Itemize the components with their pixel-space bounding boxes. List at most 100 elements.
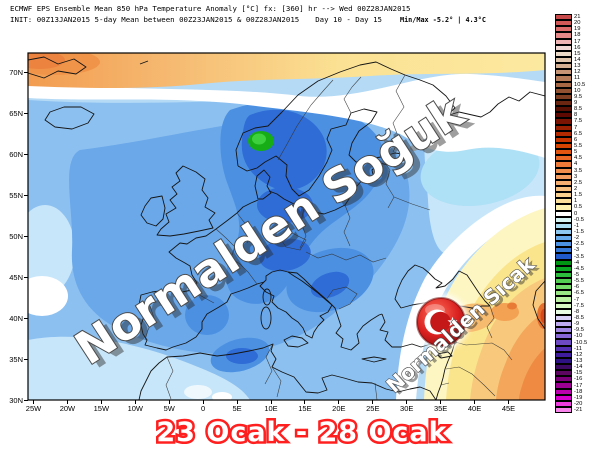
- colorbar-entry: 7.5: [555, 118, 587, 125]
- x-tick-mark: [66, 400, 68, 404]
- colorbar-swatch: [555, 388, 572, 395]
- colorbar-swatch: [555, 198, 572, 205]
- colorbar-label: -17: [574, 382, 583, 389]
- colorbar-swatch: [555, 400, 572, 407]
- colorbar-entry: -16: [555, 376, 587, 383]
- colorbar-entry: -8.5: [555, 314, 587, 322]
- colorbar-swatch: [555, 259, 572, 266]
- x-tick-mark: [134, 400, 136, 404]
- colorbar-label: 5.5: [574, 143, 583, 150]
- colorbar-entry: -5.5: [555, 278, 587, 285]
- colorbar-label: -11: [574, 345, 582, 352]
- colorbar-swatch: [555, 112, 572, 119]
- colorbar-label: 19: [574, 26, 581, 33]
- colorbar-entry: 13: [555, 63, 587, 70]
- colorbar-label: 2: [574, 186, 578, 192]
- colorbar-entry: 15: [555, 50, 587, 57]
- colorbar-label: -0.5: [574, 216, 584, 223]
- colorbar-label: -20: [574, 400, 583, 407]
- y-tick-label: 45N: [9, 273, 23, 282]
- colorbar-swatch: [555, 75, 572, 82]
- colorbar-swatch: [555, 278, 572, 285]
- colorbar-label: -5.5: [574, 278, 584, 285]
- x-tick-label: 10E: [264, 404, 278, 413]
- colorbar-label: 4: [574, 161, 578, 168]
- colorbar-label: -12: [574, 351, 583, 358]
- colorbar-swatch: [555, 69, 572, 76]
- colorbar-label: 8: [574, 112, 578, 119]
- colorbar-entry: -21: [555, 407, 587, 414]
- colorbar-entry: 6: [555, 136, 587, 143]
- header-init-text: INIT: 00Z13JAN2015 5-day Mean between 00…: [10, 15, 300, 24]
- x-tick-mark: [168, 400, 170, 404]
- country-borders: [144, 74, 513, 400]
- colorbar-entry: 4: [555, 161, 587, 168]
- colorbar-label: 6.5: [574, 130, 583, 137]
- colorbar-swatch: [555, 63, 572, 70]
- colorbar-swatch: [555, 235, 572, 242]
- colorbar-swatch: [555, 20, 572, 27]
- colorbar-entry: 20: [555, 20, 587, 27]
- colorbar-swatch: [555, 284, 572, 291]
- colorbar-swatch: [555, 351, 572, 358]
- colorbar-swatch: [555, 167, 572, 174]
- colorbar-label: 6: [574, 136, 578, 143]
- colorbar-label: 1.5: [574, 192, 583, 199]
- colorbar-swatch: [555, 56, 572, 64]
- colorbar-label: -7.5: [574, 302, 584, 309]
- colorbar-entry: -15: [555, 370, 587, 377]
- colorbar-swatch: [555, 271, 572, 279]
- colorbar-swatch: [555, 302, 572, 309]
- colorbar-label: 9.5: [574, 93, 583, 100]
- colorbar-entry: -3.5: [555, 253, 587, 260]
- colorbar-entry: 3.5: [555, 167, 587, 174]
- y-tick-label: 55N: [9, 191, 23, 200]
- colorbar-swatch: [555, 81, 572, 88]
- x-tick-mark: [202, 400, 204, 404]
- x-tick-mark: [100, 400, 102, 404]
- colorbar-entry: -9: [555, 321, 587, 328]
- colorbar-label: -10: [574, 333, 583, 340]
- colorbar-label: -18: [574, 388, 583, 395]
- x-tick-label: 40E: [467, 404, 482, 413]
- colorbar-entry: 8: [555, 112, 587, 119]
- x-tick-label: 5W: [163, 404, 175, 413]
- colorbar-label: 3.5: [574, 167, 583, 174]
- colorbar-label: 16: [574, 44, 581, 51]
- colorbar-label: 10.5: [574, 81, 586, 88]
- colorbar-entry: 9.5: [555, 93, 587, 100]
- colorbar-entry: -20: [555, 400, 587, 407]
- coldest-anomaly-spot-norway: [248, 131, 274, 151]
- colorbar-swatch: [555, 357, 572, 365]
- x-tick-label: 25W: [25, 404, 42, 413]
- colorbar-swatch: [555, 32, 572, 39]
- colorbar-swatch: [555, 106, 572, 113]
- colorbar-swatch: [555, 173, 572, 180]
- map-frame: [27, 52, 546, 401]
- colorbar-entry: 10.5: [555, 81, 587, 88]
- colorbar-entry: 11: [555, 75, 587, 82]
- colorbar-label: -3: [574, 247, 580, 254]
- colorbar-swatch: [555, 345, 572, 352]
- colorbar-label: -16: [574, 376, 583, 383]
- colorbar-label: -3.5: [574, 253, 584, 260]
- colorbar-entry: -4.5: [555, 265, 587, 272]
- colorbar-swatch: [555, 179, 572, 186]
- colorbar-swatch: [555, 99, 572, 107]
- colorbar-swatch: [555, 321, 572, 328]
- colorbar-entry: 17: [555, 38, 587, 45]
- colorbar-entry: 14: [555, 56, 587, 64]
- colorbar-entry: 18: [555, 32, 587, 39]
- colorbar-label: 9: [574, 100, 578, 107]
- colorbar-swatch: [555, 327, 572, 334]
- y-tick-mark: [24, 276, 28, 278]
- colorbar-swatch: [555, 210, 572, 217]
- y-tick-label: 30N: [9, 396, 23, 405]
- colorbar-label: 2.5: [574, 179, 583, 186]
- colorbar-swatch: [555, 241, 572, 248]
- colorbar-entry: -13: [555, 357, 587, 365]
- colorbar-label: 0: [574, 210, 578, 217]
- colorbar-label: 3: [574, 173, 578, 180]
- colorbar-label: 15: [574, 50, 581, 57]
